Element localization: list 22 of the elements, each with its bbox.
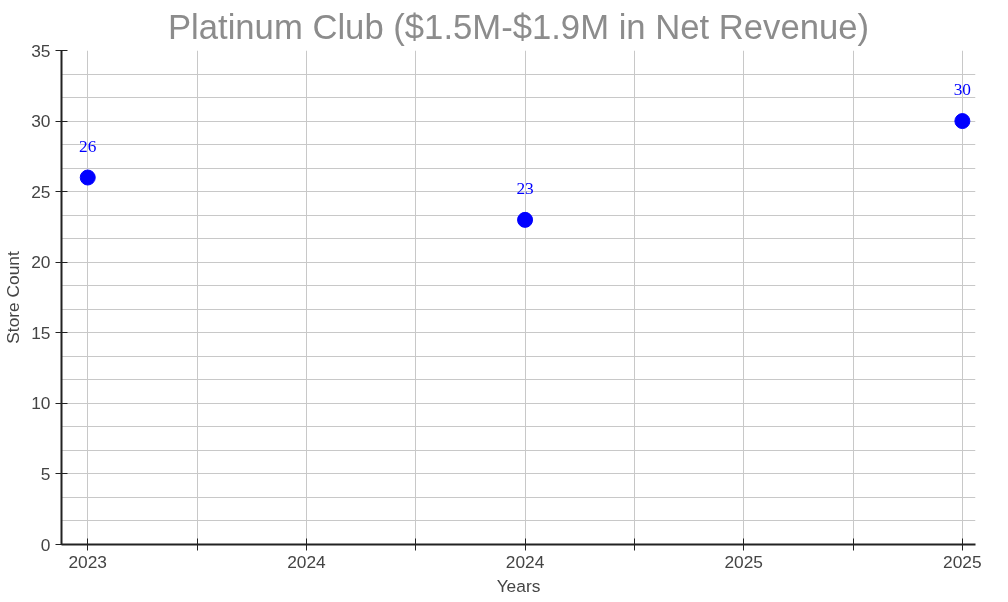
chart-title: Platinum Club ($1.5M-$1.9M in Net Revenue) (167, 7, 870, 46)
data-label: 30 (953, 80, 972, 100)
x-tick-label: 2025 (943, 551, 982, 572)
y-tick-label: 30 (31, 111, 51, 132)
x-tick-label: 2024 (505, 551, 545, 572)
y-tick-label: 0 (40, 534, 51, 555)
y-tick-label: 35 (31, 40, 51, 61)
y-axis-title: Store Count (3, 251, 24, 344)
y-tick-label: 5 (40, 463, 51, 484)
y-tick-label: 15 (31, 322, 51, 343)
point (517, 211, 534, 228)
x-tick-label: 2024 (287, 551, 327, 572)
x-tick-label: 2023 (68, 551, 108, 572)
y-tick-label: 10 (31, 393, 51, 414)
y-tick-label: 20 (31, 252, 51, 273)
point (79, 169, 96, 186)
x-axis-title: Years (496, 575, 541, 596)
x-tick-label: 2025 (724, 551, 764, 572)
data-label: 23 (516, 178, 534, 198)
point (954, 113, 971, 130)
y-tick-label: 25 (31, 181, 51, 202)
data-label: 26 (79, 136, 97, 156)
